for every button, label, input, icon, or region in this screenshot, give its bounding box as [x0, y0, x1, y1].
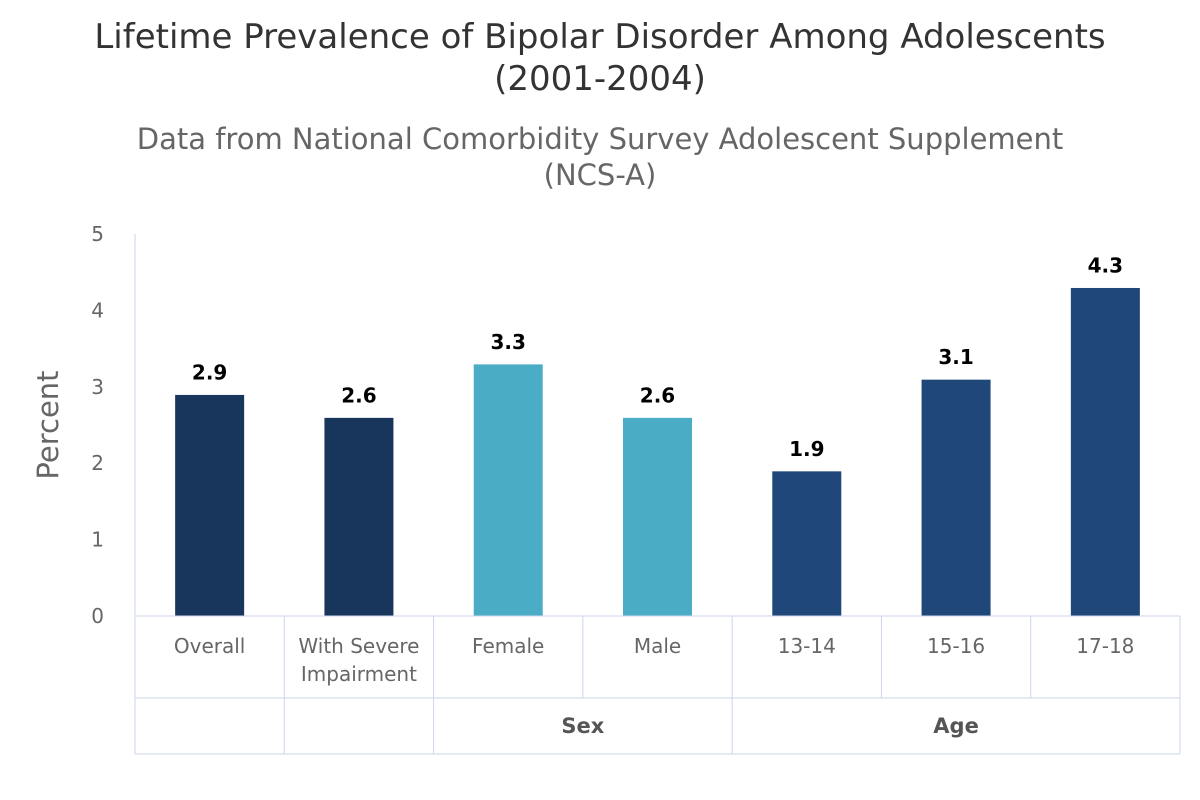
bar-1	[323, 416, 395, 617]
data-label-0: 2.9	[192, 360, 227, 384]
chart-title-line-1: Lifetime Prevalence of Bipolar Disorder …	[94, 17, 1106, 57]
chart-subtitle-line-2: (NCS-A)	[543, 158, 657, 192]
y-tick-label-0: 0	[91, 604, 104, 628]
data-label-1: 2.6	[341, 383, 376, 407]
bar-0	[174, 393, 246, 617]
chart-subtitle: Data from National Comorbidity Survey Ad…	[0, 121, 1200, 193]
chart-title-line-2: (2001-2004)	[494, 59, 706, 99]
y-tick-label-2: 2	[91, 451, 104, 475]
category-label-4-0: 13-14	[778, 634, 836, 658]
bar-4	[771, 470, 843, 617]
y-tick-label-5: 5	[91, 222, 104, 246]
y-tick-label-4: 4	[91, 298, 104, 322]
bar-2	[472, 363, 544, 617]
group-label-3: Age	[933, 714, 979, 738]
group-label-2: Sex	[561, 714, 604, 738]
chart-subtitle-line-1: Data from National Comorbidity Survey Ad…	[136, 122, 1064, 156]
y-tick-label-1: 1	[91, 528, 104, 552]
data-label-2: 3.3	[490, 330, 525, 354]
chart-title: Lifetime Prevalence of Bipolar Disorder …	[0, 16, 1200, 100]
data-label-3: 2.6	[640, 383, 675, 407]
bar-5	[920, 378, 992, 617]
category-label-0-0: Overall	[174, 634, 245, 658]
y-axis-label: Percent	[31, 370, 65, 479]
y-tick-label-3: 3	[91, 375, 104, 399]
category-label-5-0: 15-16	[927, 634, 985, 658]
bar-6	[1069, 286, 1141, 617]
category-label-2-0: Female	[472, 634, 544, 658]
category-label-1-1: Impairment	[301, 662, 417, 686]
bar-3	[622, 416, 693, 617]
category-label-1-0: With Severe	[298, 634, 419, 658]
data-label-6: 4.3	[1088, 253, 1123, 277]
category-label-6-0: 17-18	[1076, 634, 1134, 658]
category-label-3-0: Male	[634, 634, 681, 658]
data-label-5: 3.1	[938, 345, 973, 369]
data-label-4: 1.9	[789, 437, 824, 461]
